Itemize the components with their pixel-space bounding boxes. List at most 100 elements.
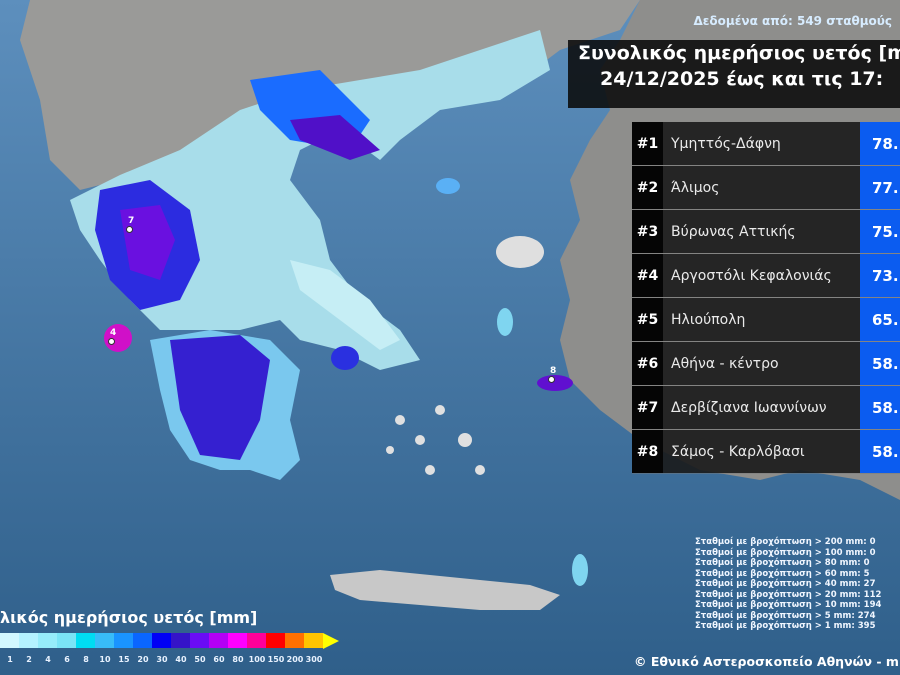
legend-swatch — [171, 633, 190, 648]
map-title: Συνολικός ημερήσιος υετός [m 24/12/2025 … — [568, 40, 900, 108]
legend-arrow — [323, 632, 339, 649]
rain-kefalonia — [104, 324, 132, 352]
rank: #8 — [632, 430, 663, 473]
rainfall-value: 58. — [860, 342, 900, 385]
table-row: #2 Άλιμος 77. — [632, 166, 900, 210]
legend-swatch — [247, 633, 266, 648]
table-row: #1 Υμηττός-Δάφνη 78. — [632, 122, 900, 166]
ranking-table: #1 Υμηττός-Δάφνη 78. #2 Άλιμος 77. #3 Βύρωνας… — [632, 122, 900, 474]
legend-swatch — [95, 633, 114, 648]
station-marker: 7 — [126, 216, 134, 236]
rank: #7 — [632, 386, 663, 429]
legend-title: λικός ημερήσιος υετός [mm] — [0, 608, 258, 627]
rain-epirus-core — [120, 205, 175, 280]
rainfall-value: 78. — [860, 122, 900, 165]
stat-line: Σταθμοί με βροχόπτωση > 60 mm: 5 — [695, 568, 870, 579]
island-lesvos — [496, 236, 544, 268]
legend-swatch — [152, 633, 171, 648]
legend-swatch — [114, 633, 133, 648]
stat-line: Σταθμοί με βροχόπτωση > 20 mm: 112 — [695, 589, 882, 600]
rainfall-value: 65. — [860, 298, 900, 341]
legend-tick-label: 10 — [99, 655, 111, 664]
land-greece — [70, 30, 550, 370]
station-name: Υμηττός-Δάφνη — [663, 122, 860, 165]
rank: #3 — [632, 210, 663, 253]
station-name: Βύρωνας Αττικής — [663, 210, 860, 253]
station-name: Δερβίζιανα Ιωαννίνων — [663, 386, 860, 429]
cyclades — [386, 405, 485, 475]
station-marker: 4 — [108, 328, 116, 348]
rainfall-value: 58. — [860, 430, 900, 473]
table-row: #4 Αργοστόλι Κεφαλονιάς 73. — [632, 254, 900, 298]
legend-swatch — [266, 633, 285, 648]
rain-attica — [331, 346, 359, 370]
legend-swatch — [133, 633, 152, 648]
rainfall-value: 75. — [860, 210, 900, 253]
stat-line: Σταθμοί με βροχόπτωση > 1 mm: 395 — [695, 621, 876, 631]
table-row: #5 Ηλιούπολη 65. — [632, 298, 900, 342]
legend-swatch — [304, 633, 323, 648]
legend-swatch — [19, 633, 38, 648]
legend-swatch — [285, 633, 304, 648]
legend-tick-label: 40 — [175, 655, 187, 664]
stat-line: Σταθμοί με βροχόπτωση > 100 mm: 0 — [695, 547, 876, 558]
land-crete — [330, 570, 560, 610]
rank: #5 — [632, 298, 663, 341]
station-stats: Σταθμοί με βροχόπτωση > 200 mm: 0 Σταθμο… — [695, 537, 881, 632]
legend-tick-label: 8 — [83, 655, 89, 664]
copyright: © Εθνικό Αστεροσκοπείο Αθηνών - m — [634, 654, 899, 669]
rainfall-value: 58. — [860, 386, 900, 429]
legend-swatch — [0, 633, 19, 648]
table-row: #8 Σάμος - Καρλόβασι 58. — [632, 430, 900, 474]
island-rhodes — [572, 554, 588, 586]
station-name: Αργοστόλι Κεφαλονιάς — [663, 254, 860, 297]
table-row: #3 Βύρωνας Αττικής 75. — [632, 210, 900, 254]
table-row: #6 Αθήνα - κέντρο 58. — [632, 342, 900, 386]
legend-tick-label: 4 — [45, 655, 51, 664]
station-name: Άλιμος — [663, 166, 860, 209]
rain-peloponnese — [170, 335, 270, 460]
rain-samos — [537, 375, 573, 391]
table-row: #7 Δερβίζιανα Ιωαννίνων 58. — [632, 386, 900, 430]
rank: #1 — [632, 122, 663, 165]
rainfall-value: 77. — [860, 166, 900, 209]
land-evia — [290, 260, 400, 350]
legend-tick-label: 80 — [232, 655, 244, 664]
stat-line: Σταθμοί με βροχόπτωση > 5 mm: 274 — [695, 610, 876, 621]
legend-tick-label: 15 — [118, 655, 130, 664]
station-name: Ηλιούπολη — [663, 298, 860, 341]
rank: #2 — [632, 166, 663, 209]
legend-tick-label: 60 — [213, 655, 225, 664]
legend-ticks: 1 2 4 6 8 10 15 20 30 40 50 60 80 100 150 200 300 — [0, 655, 340, 667]
legend-tick-label: 6 — [64, 655, 70, 664]
rank: #4 — [632, 254, 663, 297]
legend-tick-label: 300 — [305, 655, 323, 664]
stat-line: Σταθμοί με βροχόπτωση > 10 mm: 194 — [695, 600, 882, 610]
legend-swatch — [190, 633, 209, 648]
island-limnos — [436, 178, 460, 194]
stat-line: Σταθμοί με βροχόπτωση > 80 mm: 0 — [695, 558, 870, 568]
legend-tick-label: 2 — [26, 655, 32, 664]
station-name: Αθήνα - κέντρο — [663, 342, 860, 385]
legend-tick-label: 1 — [7, 655, 13, 664]
legend-tick-label: 100 — [248, 655, 266, 664]
legend-tick-label: 30 — [156, 655, 168, 664]
legend-swatch — [209, 633, 228, 648]
rainfall-value: 73. — [860, 254, 900, 297]
legend-tick-label: 150 — [267, 655, 285, 664]
legend-swatch — [38, 633, 57, 648]
stat-line: Σταθμοί με βροχόπτωση > 200 mm: 0 — [695, 537, 876, 547]
rain-chalkidiki — [290, 115, 380, 160]
title-line-2: 24/12/2025 έως και τις 17: — [600, 68, 884, 90]
legend-tick-label: 200 — [286, 655, 304, 664]
title-line-1: Συνολικός ημερήσιος υετός [m — [578, 42, 900, 64]
legend-colorbar — [0, 632, 339, 649]
legend-tick-label: 20 — [137, 655, 149, 664]
legend-swatch — [76, 633, 95, 648]
island-chios — [497, 308, 513, 336]
legend-swatch — [57, 633, 76, 648]
stat-line: Σταθμοί με βροχόπτωση > 40 mm: 27 — [695, 579, 876, 589]
legend-tick-label: 50 — [194, 655, 206, 664]
station-marker: 8 — [548, 366, 556, 386]
station-name: Σάμος - Καρλόβασι — [663, 430, 860, 473]
